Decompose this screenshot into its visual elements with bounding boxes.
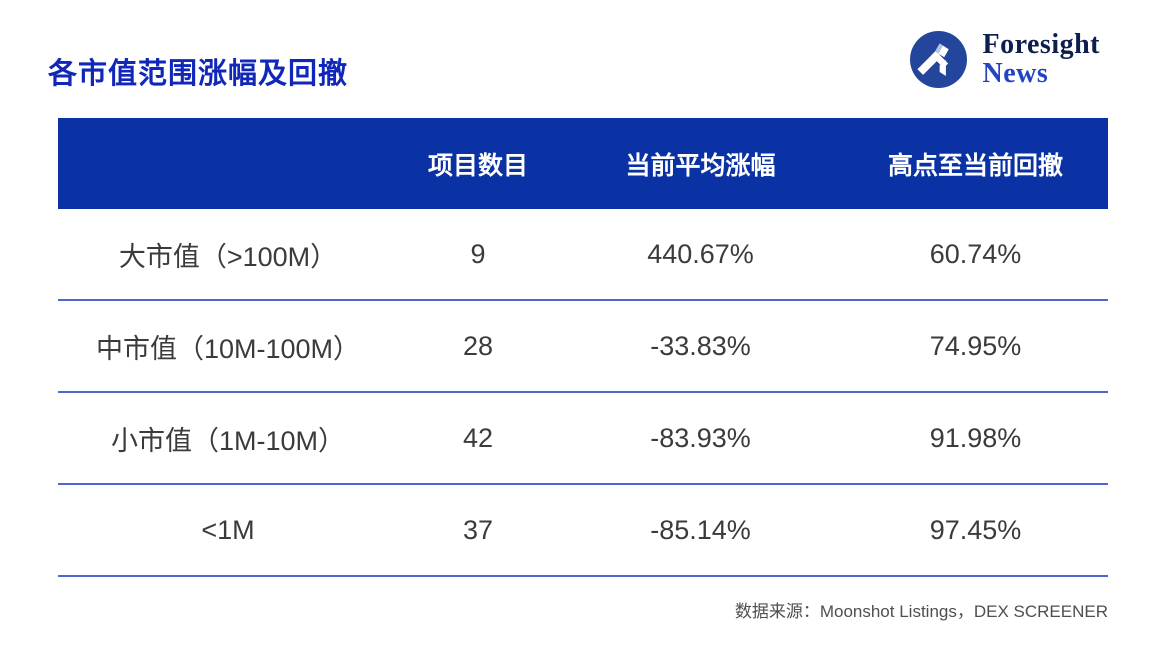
foresight-logo-icon <box>910 30 968 88</box>
cell-drawdown: 74.95% <box>843 300 1108 393</box>
cell-drawdown: 60.74% <box>843 209 1108 301</box>
cell-drawdown: 97.45% <box>843 484 1108 577</box>
table-row: 小市值（1M-10M） 42 -83.93% 91.98% <box>58 392 1108 485</box>
table-body: 大市值（>100M） 9 440.67% 60.74% 中市值（10M-100M… <box>58 209 1108 577</box>
row-label: 小市值（1M-10M） <box>58 392 398 485</box>
cell-drawdown: 91.98% <box>843 392 1108 485</box>
data-source-note: 数据来源：Moonshot Listings，DEX SCREENER <box>734 602 1108 621</box>
row-label: 大市值（>100M） <box>58 209 398 301</box>
page-title: 各市值范围涨幅及回撤 <box>48 58 349 90</box>
foresight-news-logo: Foresight News <box>910 30 1100 89</box>
cell-avg-gain: 440.67% <box>558 209 843 301</box>
table-row: 大市值（>100M） 9 440.67% 60.74% <box>58 209 1108 301</box>
brand-word-foresight: Foresight <box>982 29 1100 60</box>
header-row: 项目数目 当前平均涨幅 高点至当前回撤 <box>58 118 1108 209</box>
header-cell-avg-gain: 当前平均涨幅 <box>558 118 843 209</box>
header-cell-project-count: 项目数目 <box>398 118 558 209</box>
table-header: 项目数目 当前平均涨幅 高点至当前回撤 <box>58 118 1108 209</box>
cell-project-count: 37 <box>398 484 558 577</box>
market-cap-table-wrap: 项目数目 当前平均涨幅 高点至当前回撤 大市值（>100M） 9 440.67%… <box>58 118 1108 577</box>
table-row: 中市值（10M-100M） 28 -33.83% 74.95% <box>58 300 1108 393</box>
cell-project-count: 28 <box>398 300 558 393</box>
top-bar: 各市值范围涨幅及回撤 Foresight News <box>0 0 1152 92</box>
cell-project-count: 9 <box>398 209 558 301</box>
header-cell-empty <box>58 118 398 209</box>
cell-avg-gain: -33.83% <box>558 300 843 393</box>
cell-project-count: 42 <box>398 392 558 485</box>
brand-wordmark: Foresight News <box>982 30 1100 89</box>
cell-avg-gain: -83.93% <box>558 392 843 485</box>
market-cap-table: 项目数目 当前平均涨幅 高点至当前回撤 大市值（>100M） 9 440.67%… <box>58 118 1108 577</box>
table-row: <1M 37 -85.14% 97.45% <box>58 484 1108 577</box>
brand-word-news: News <box>982 58 1049 90</box>
header-cell-drawdown: 高点至当前回撤 <box>843 118 1108 209</box>
cell-avg-gain: -85.14% <box>558 484 843 577</box>
row-label: <1M <box>58 484 398 577</box>
row-label: 中市值（10M-100M） <box>58 300 398 393</box>
